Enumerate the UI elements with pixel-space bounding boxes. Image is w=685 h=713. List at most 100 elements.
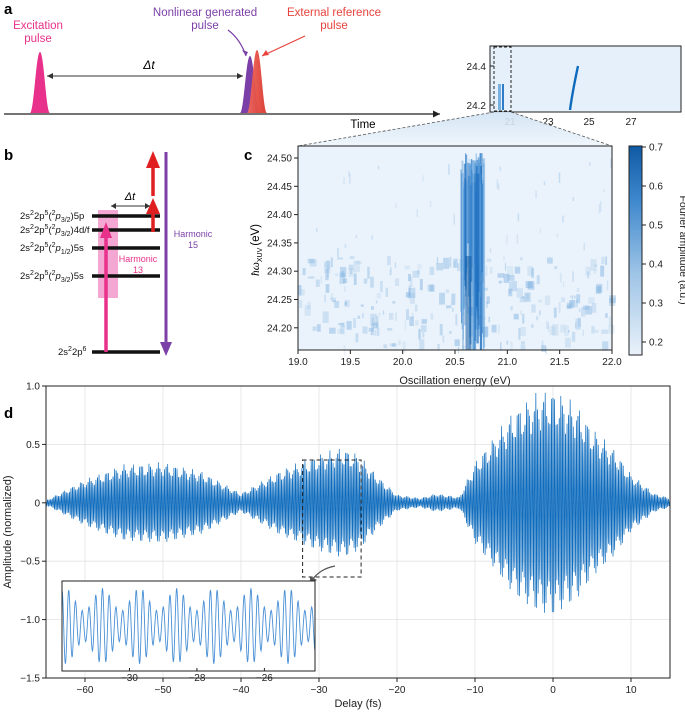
colorbar-tick-label: 0.4 — [649, 260, 663, 271]
heatmap-speckle — [449, 331, 452, 334]
svg-text:Nonlinear generated: Nonlinear generated — [153, 7, 257, 19]
svg-text:23: 23 — [542, 117, 554, 128]
heatmap-speckle — [485, 265, 488, 276]
heatmap-speckle — [437, 343, 440, 351]
heatmap-speckle — [427, 284, 434, 292]
heatmap-speckle — [510, 306, 513, 311]
heatmap-speckle — [468, 158, 470, 163]
heatmap-speckle — [535, 190, 537, 199]
heatmap-speckle — [591, 326, 595, 334]
heatmap-speckle — [462, 345, 465, 349]
heatmap-speckle — [531, 324, 534, 328]
heatmap-speckle — [543, 181, 546, 186]
heatmap-band-streak — [466, 180, 468, 307]
heatmap-speckle — [344, 243, 347, 248]
heatmap-speckle — [337, 248, 339, 257]
heatmap-speckle — [410, 293, 415, 304]
heatmap-speckle — [516, 288, 523, 298]
inset-x-ticks: −30 −28 −26 — [121, 668, 273, 684]
heatmap-speckle — [350, 269, 353, 275]
heatmap-speckle — [562, 215, 564, 223]
heatmap-speckle — [507, 275, 515, 281]
panel-label-d: d — [4, 405, 13, 422]
heatmap-speckle — [503, 256, 505, 261]
heatmap-speckle — [368, 327, 374, 332]
heatmap-speckle — [522, 313, 525, 324]
heatmap-speckle — [569, 300, 576, 308]
heatmap-speckle — [322, 311, 329, 323]
level-label-ground: 2s22p6 — [58, 346, 87, 358]
heatmap-speckle — [344, 301, 348, 306]
heatmap-band-streak — [460, 169, 462, 312]
heatmap-speckle — [578, 308, 581, 312]
heatmap-speckle — [378, 313, 381, 316]
heatmap-speckle — [377, 165, 380, 170]
heatmap-speckle — [575, 299, 578, 308]
x-tick-label: −30 — [311, 685, 328, 696]
heatmap-speckle — [451, 293, 456, 306]
heatmap-speckle — [443, 257, 450, 269]
y-tick-label: −0.5 — [20, 557, 40, 568]
heatmap-speckle — [414, 304, 418, 312]
heatmap-speckle — [488, 316, 491, 323]
reference-pulse — [247, 50, 267, 113]
heatmap-speckle — [389, 313, 394, 320]
heatmap-speckle — [353, 260, 360, 273]
heatmap-speckle — [449, 256, 452, 268]
heatmap-speckle — [595, 286, 601, 294]
heatmap-speckle — [422, 175, 424, 182]
heatmap-speckle — [445, 289, 450, 293]
inset-d — [61, 580, 316, 672]
heatmap-speckle — [418, 328, 421, 339]
heatmap-speckle — [300, 289, 305, 296]
heatmap-speckle — [348, 268, 355, 277]
heatmap-speckle — [527, 266, 533, 276]
heatmap-speckle — [315, 279, 320, 287]
heatmap-speckle — [394, 262, 397, 268]
heatmap-speckle — [348, 264, 354, 270]
heatmap-speckle — [558, 302, 561, 313]
x-tick-label: 19.5 — [341, 357, 361, 368]
heatmap-speckle — [421, 319, 427, 324]
heatmap-speckle — [429, 284, 435, 292]
x-tick-label: −20 — [389, 685, 406, 696]
svg-text:24.4: 24.4 — [467, 62, 487, 73]
svg-text:27: 27 — [625, 117, 637, 128]
heatmap-speckle — [539, 228, 542, 234]
y-tick-label: 24.50 — [267, 154, 292, 165]
heatmap-speckle — [603, 188, 605, 193]
harmonic13-label: Harmonic 13 — [119, 254, 158, 275]
heatmap-band-streak — [476, 174, 479, 344]
heatmap-speckle — [454, 339, 460, 346]
heatmap-speckle — [509, 281, 511, 294]
heatmap-speckle — [316, 228, 318, 233]
heatmap-speckle — [419, 279, 423, 291]
heatmap-speckle — [520, 344, 526, 350]
heatmap-speckle — [387, 256, 391, 266]
heatmap-speckle — [408, 285, 411, 297]
heatmap-speckle — [527, 281, 535, 290]
heatmap-speckle — [408, 274, 411, 282]
x-tick-label: 21.0 — [498, 357, 518, 368]
x-tick-label: 20.5 — [445, 357, 465, 368]
heatmap-speckle — [572, 271, 574, 282]
heatmap-speckle — [325, 284, 330, 293]
chart-x-ticks: −60 −50 −40 −30 −20 −10 0 10 — [77, 678, 637, 696]
heatmap-speckle — [565, 337, 571, 348]
heatmap-band-streak — [465, 170, 467, 261]
heatmap-speckle — [489, 248, 492, 253]
heatmap-speckle — [402, 341, 406, 353]
heatmap-band-streak — [471, 173, 474, 268]
heatmap-speckle — [536, 316, 539, 321]
heatmap-y-label: ħωXUV(eV) — [250, 224, 264, 276]
heatmap-speckle — [355, 260, 362, 265]
heatmap-speckle — [609, 295, 616, 304]
heatmap-speckle — [518, 328, 521, 340]
heatmap-speckle — [564, 325, 569, 337]
heatmap-speckle — [583, 305, 590, 310]
heatmap-speckle — [385, 287, 388, 297]
colorbar-tick-label: 0.7 — [649, 143, 663, 154]
colorbar-tick-label: 0.2 — [649, 338, 663, 349]
time-axis-label: Time — [350, 119, 375, 131]
